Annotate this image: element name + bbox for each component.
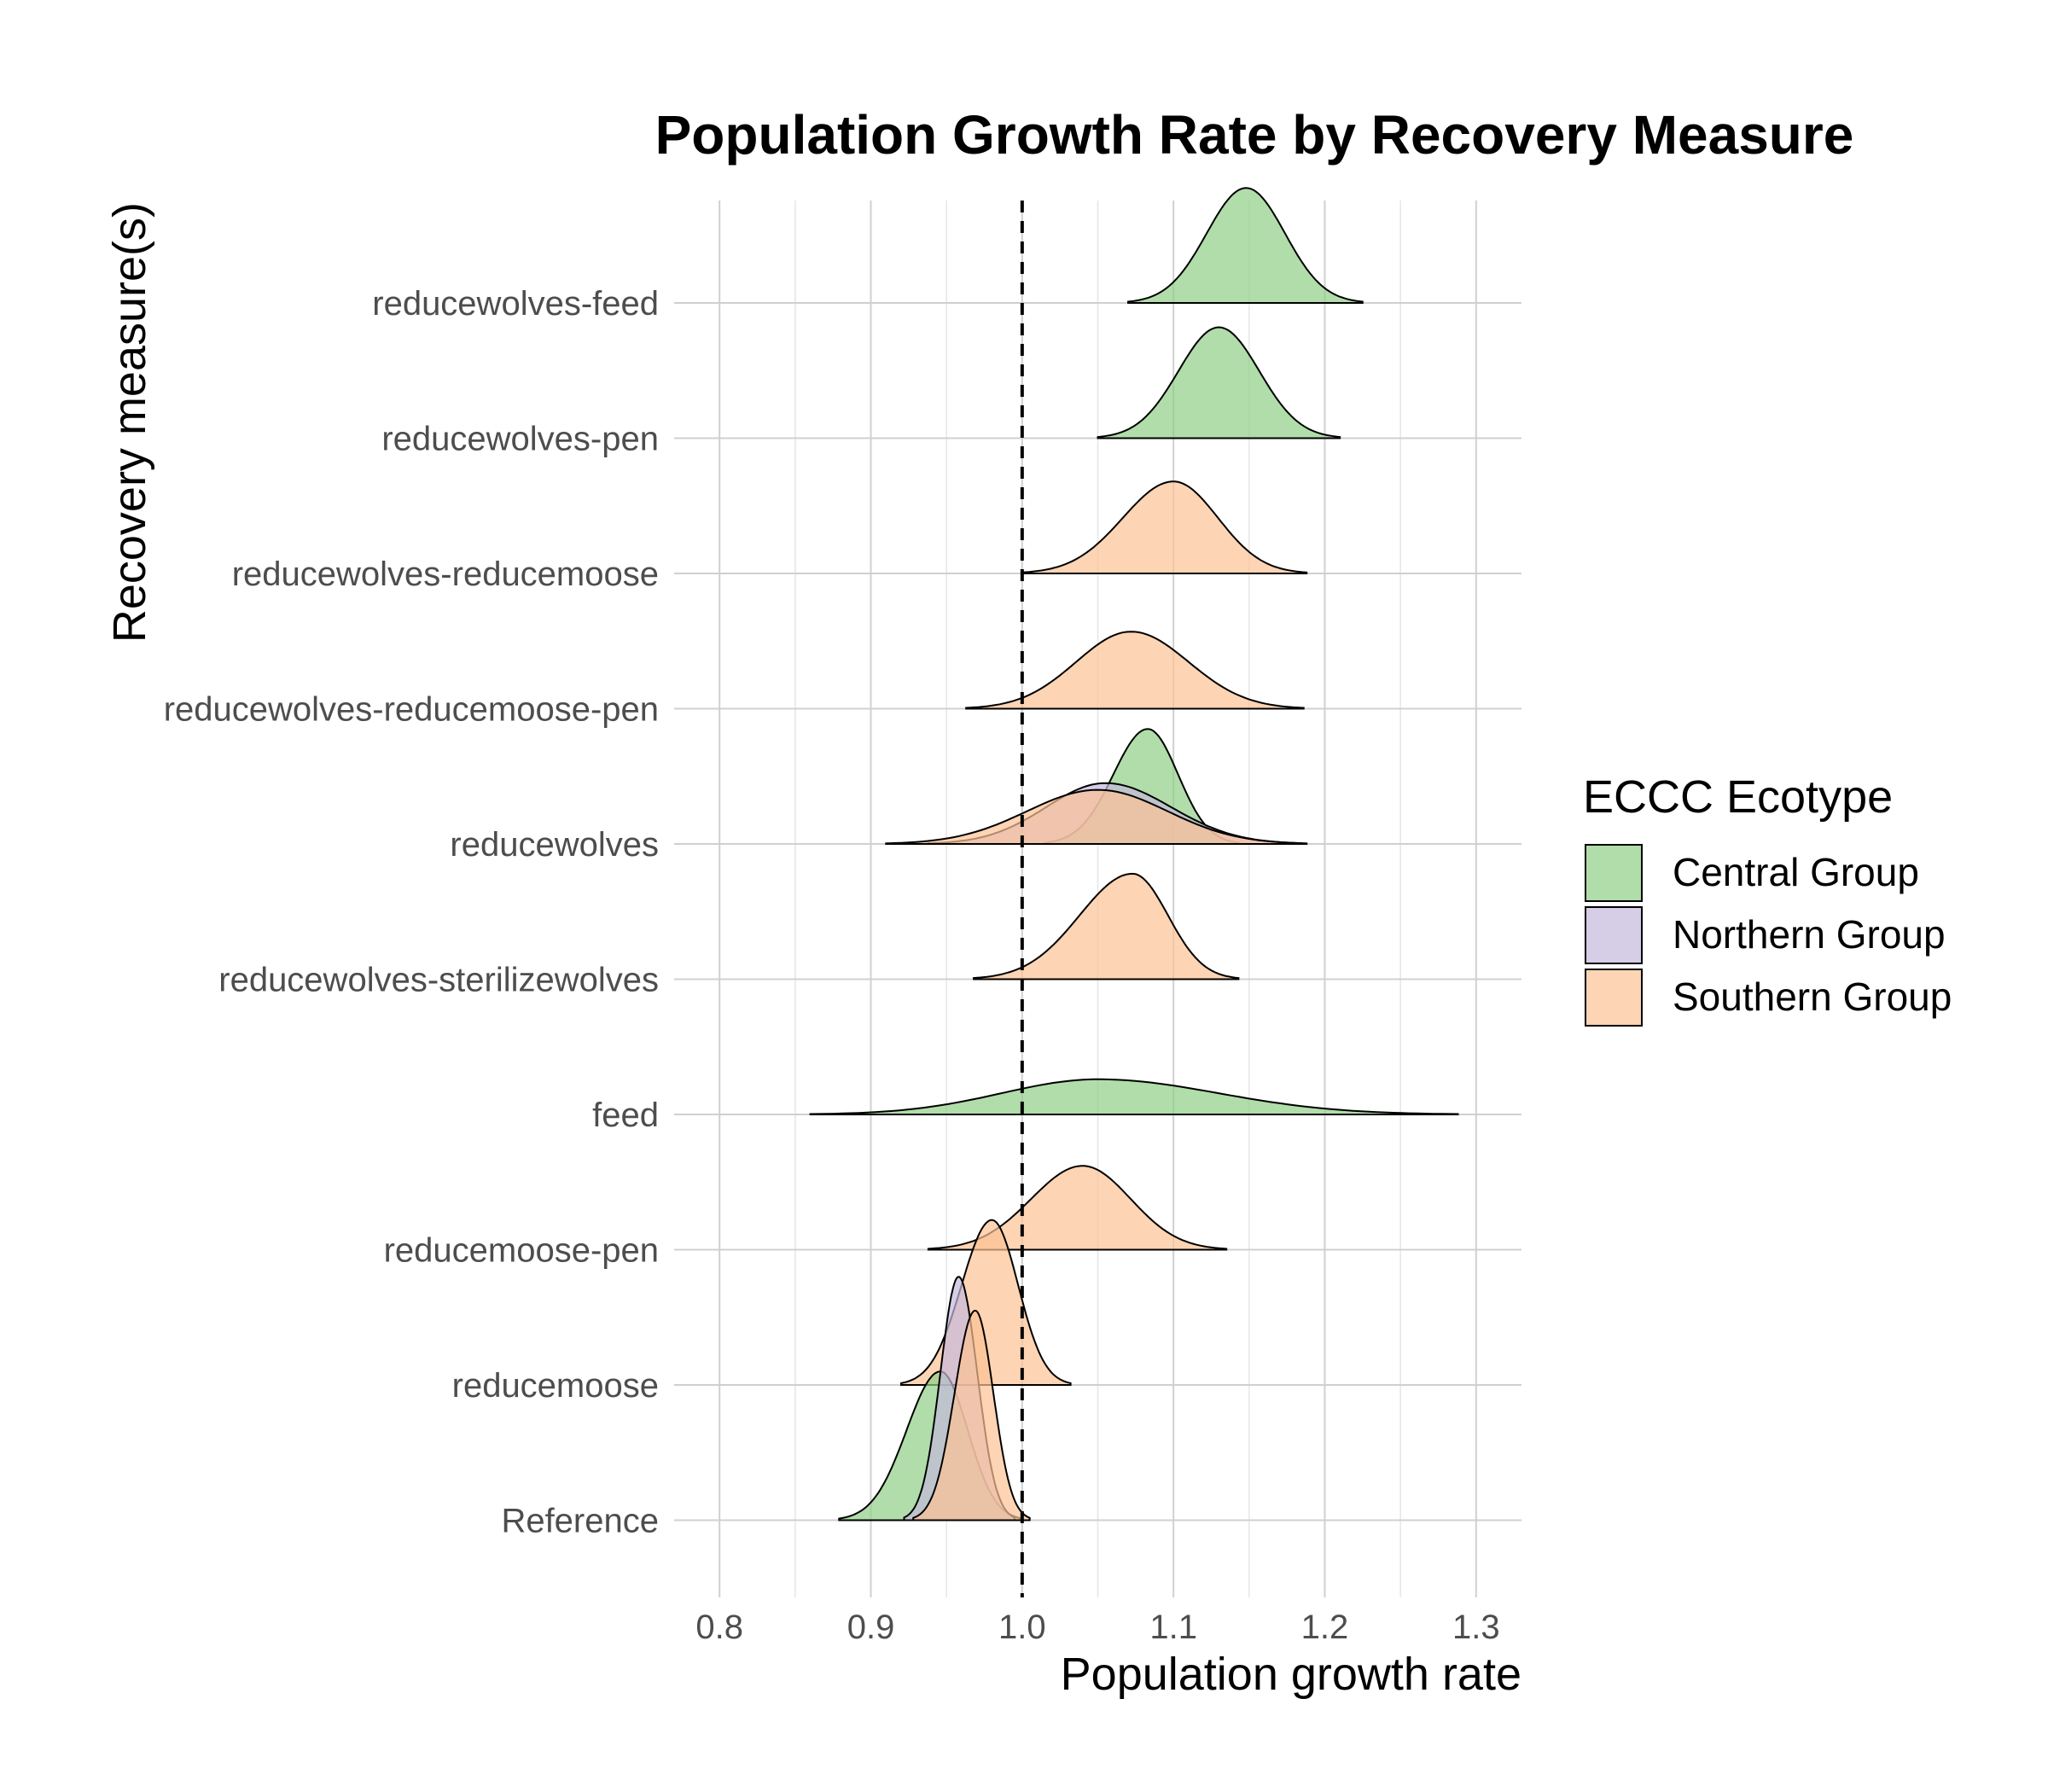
y-tick-label: feed bbox=[592, 1097, 659, 1134]
legend-swatch-central-group bbox=[1585, 844, 1643, 902]
y-axis-ticks: reducewolves-feed reducewolves-pen reducew… bbox=[164, 285, 659, 1540]
ridge-feed-central-group bbox=[809, 1078, 1459, 1115]
legend-label-northern-group: Northern Group bbox=[1673, 912, 1946, 957]
x-axis-ticks: 0.8 0.9 1.0 1.1 1.2 1.3 bbox=[695, 1609, 1499, 1646]
x-tick-label: 0.8 bbox=[695, 1609, 743, 1646]
ridge-reducewolves-reducemoose-pen-southern-group bbox=[965, 631, 1305, 710]
density-ridges bbox=[809, 187, 1459, 1521]
chart-title: Population Growth Rate by Recovery Measu… bbox=[655, 104, 1854, 166]
legend-swatch-southern-group bbox=[1585, 969, 1643, 1027]
y-tick-label: reducewolves-feed bbox=[372, 285, 659, 323]
ridge-reducewolves-reducemoose-southern-group bbox=[1021, 480, 1308, 574]
y-axis-title: Recovery measure(s) bbox=[104, 202, 155, 643]
y-tick-label: reducemoose bbox=[452, 1367, 659, 1405]
y-tick-label: reducemoose-pen bbox=[384, 1232, 659, 1270]
x-tick-label: 1.1 bbox=[1149, 1609, 1197, 1646]
ridge-reducewolves-southern-group bbox=[885, 788, 1308, 845]
legend: ECCC Ecotype Central Group Northern Group… bbox=[1583, 771, 1952, 1027]
legend-label-southern-group: Southern Group bbox=[1673, 975, 1952, 1019]
y-tick-label: Reference bbox=[501, 1503, 659, 1540]
ridge-reducewolves-sterilizewolves-southern-group bbox=[973, 872, 1240, 980]
y-tick-label: reducewolves-sterilizewolves bbox=[218, 962, 659, 999]
ridge-reference-southern-group bbox=[912, 1310, 1031, 1521]
ridge-reducemoose-pen-southern-group bbox=[927, 1165, 1228, 1251]
legend-label-central-group: Central Group bbox=[1673, 850, 1919, 894]
y-tick-label: reducewolves-reducemoose bbox=[232, 556, 659, 593]
ridge-reducewolves-pen-central-group bbox=[1097, 326, 1341, 439]
x-tick-label: 1.0 bbox=[998, 1609, 1046, 1646]
legend-title: ECCC Ecotype bbox=[1583, 771, 1893, 823]
y-tick-label: reducewolves-pen bbox=[381, 421, 659, 458]
y-tick-label: reducewolves-reducemoose-pen bbox=[164, 691, 659, 729]
legend-swatch-northern-group bbox=[1585, 906, 1643, 964]
x-axis-title: Population growth rate bbox=[1061, 1649, 1521, 1700]
x-tick-label: 0.9 bbox=[847, 1609, 895, 1646]
y-tick-label: reducewolves bbox=[450, 826, 659, 864]
ridge-reducewolves-feed-central-group bbox=[1127, 187, 1364, 304]
x-tick-label: 1.3 bbox=[1452, 1609, 1500, 1646]
x-tick-label: 1.2 bbox=[1301, 1609, 1349, 1646]
